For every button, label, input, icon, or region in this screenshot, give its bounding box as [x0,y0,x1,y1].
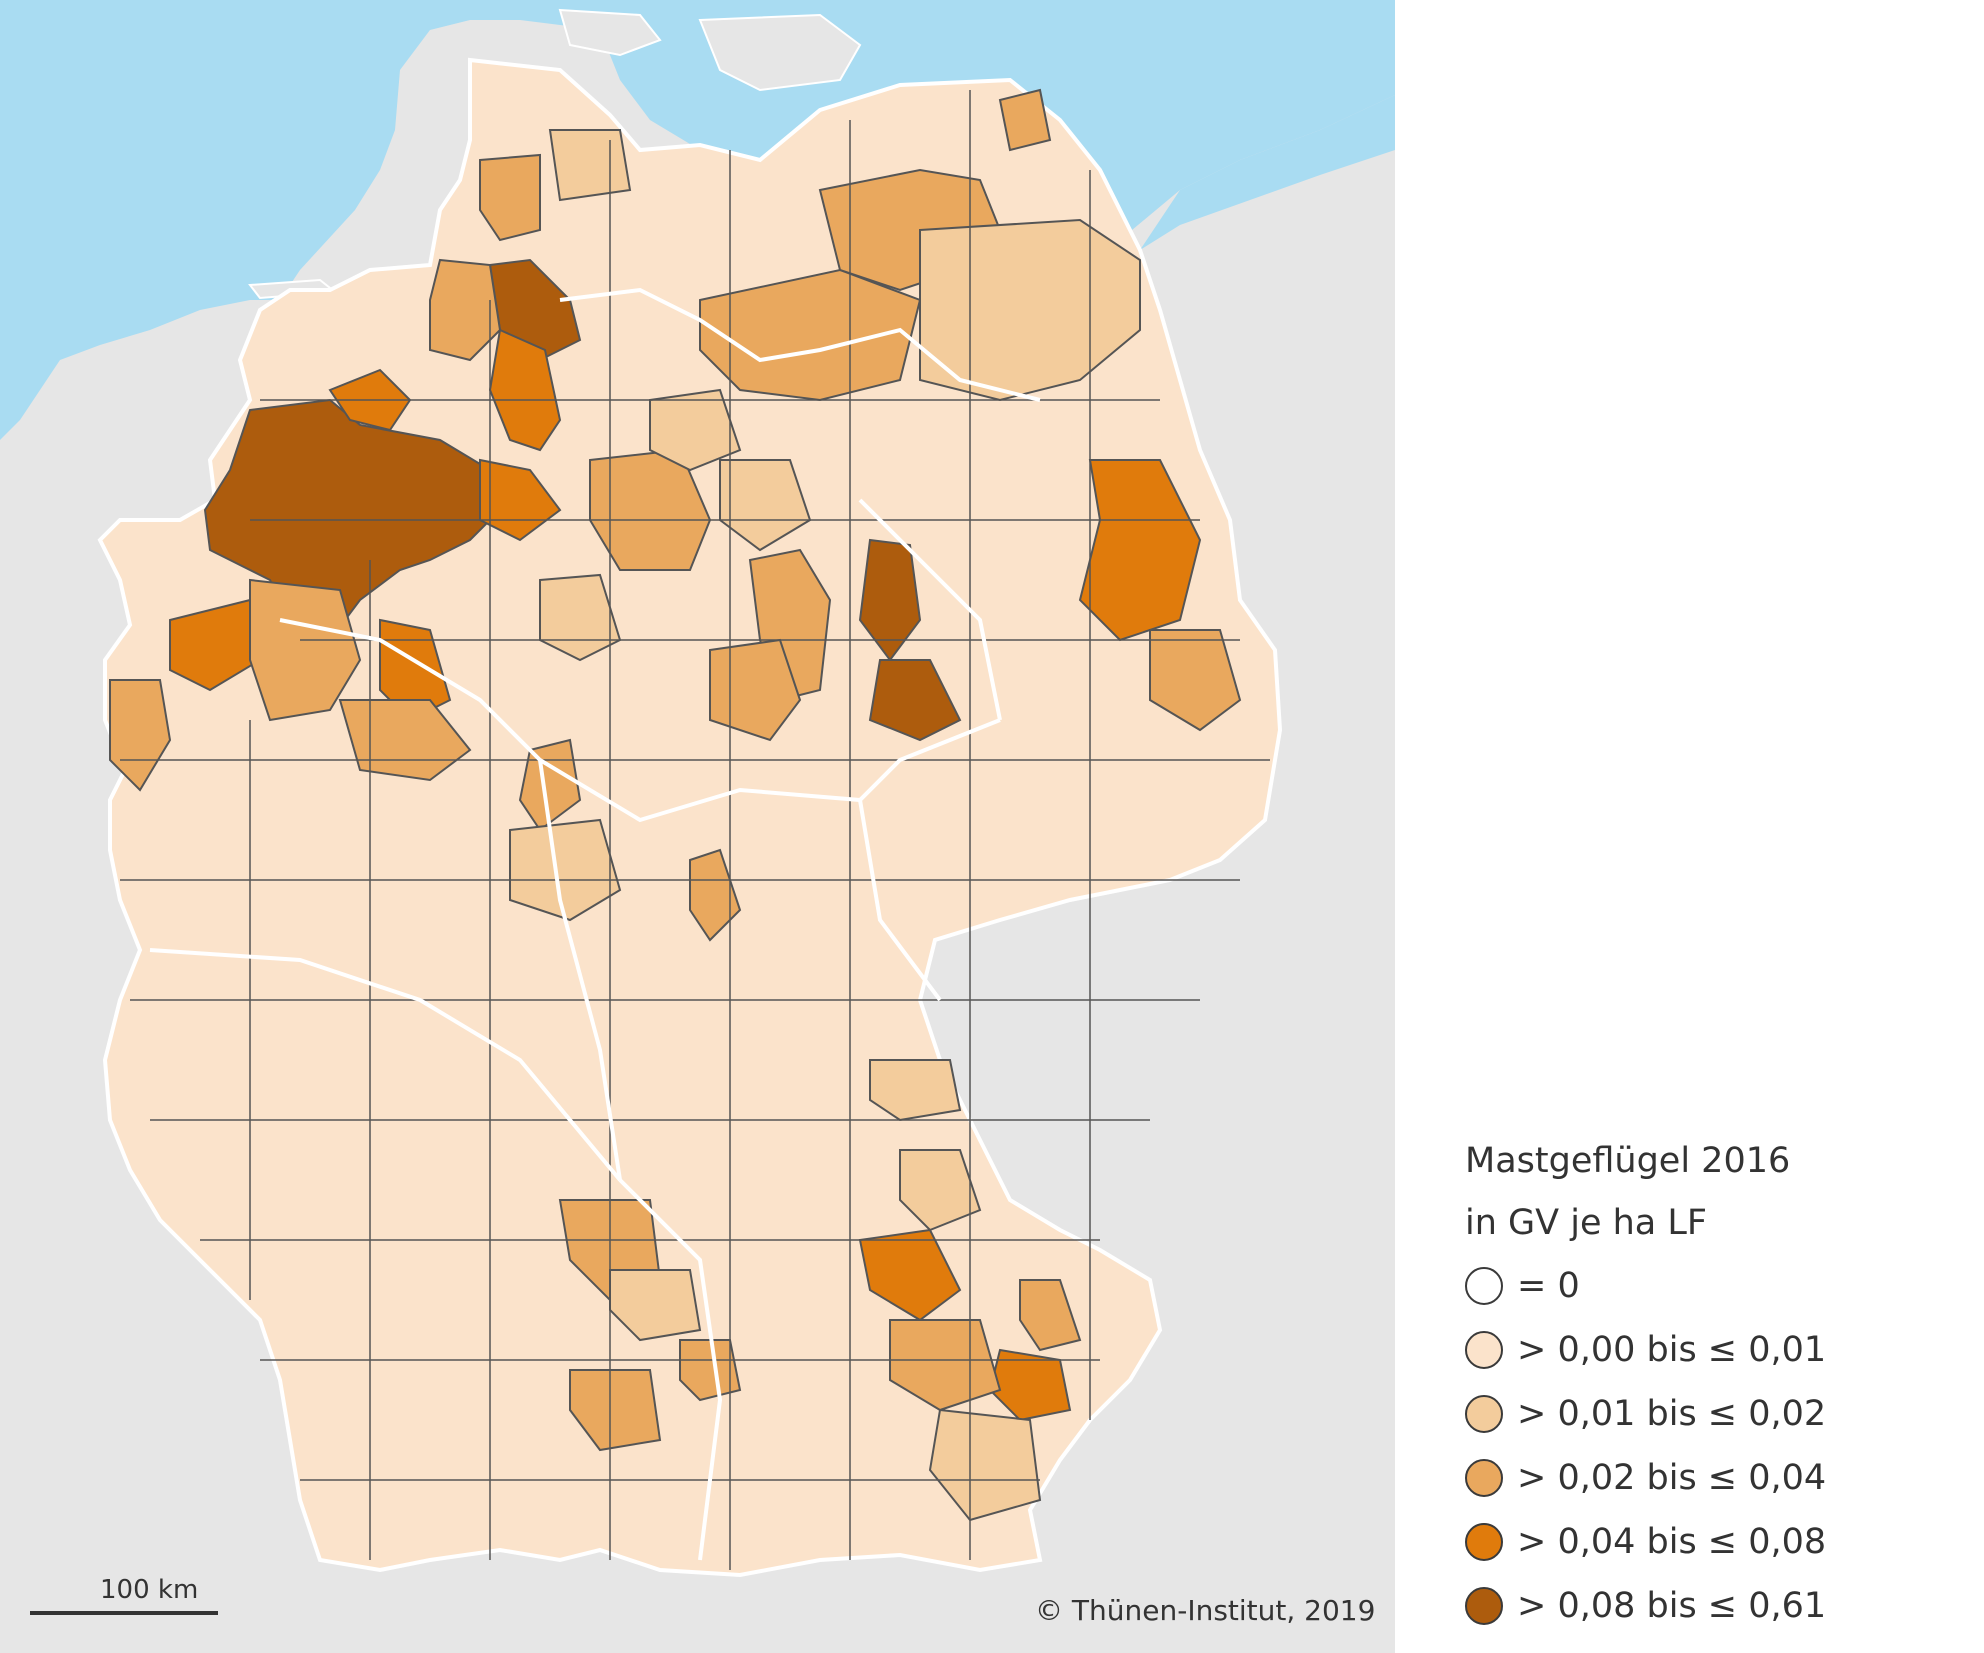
district-oberpfalz [899,1149,982,1232]
district-munster-area [249,578,362,722]
legend-item: > 0,08 bis ≤ 0,61 [1465,1574,1945,1638]
legend: Mastgeflügel 2016 in GV je ha LF = 0 > 0… [1465,1130,1945,1638]
choropleth-map [0,0,1395,1578]
district-wesermarsch [429,258,502,362]
district-thuringia [689,848,742,942]
legend-label: > 0,01 bis ≤ 0,02 [1517,1394,1827,1434]
legend-swatch [1465,1267,1503,1305]
district-neu-ulm [569,1369,662,1452]
legend-title-line2: in GV je ha LF [1465,1203,1707,1243]
legend-label: > 0,04 bis ≤ 0,08 [1517,1522,1827,1562]
district-regensburg [858,1228,962,1322]
legend-item: > 0,00 bis ≤ 0,01 [1465,1318,1945,1382]
district-magdeburg-area [709,638,802,742]
district-ostwestfalen [109,679,172,792]
scale-label: 100 km [100,1575,199,1605]
district-rottal [928,1408,1042,1522]
scale-bar: 100 km [30,1575,220,1615]
legend-label: > 0,00 bis ≤ 0,01 [1517,1330,1827,1370]
district-rugen [998,88,1052,152]
legend-swatch [1465,1523,1503,1561]
district-hameln [539,573,622,662]
map-area: 100 km © Thünen-Institut, 2019 [0,0,1395,1653]
district-schleswig [548,129,632,202]
legend-swatch [1465,1331,1503,1369]
legend-item: = 0 [1465,1254,1945,1318]
district-lausitz [1149,629,1242,732]
district-mecklenburg [919,218,1141,402]
district-fills [109,88,1242,1522]
baltic-coast [1140,95,1395,250]
district-hessen-north [518,738,582,832]
legend-swatch [1465,1587,1503,1625]
district-straubing [1019,1279,1082,1352]
legend-label: > 0,08 bis ≤ 0,61 [1517,1586,1827,1626]
island-frisian-2 [698,13,862,92]
district-borders [120,90,1270,1570]
island-frisian-1 [558,8,662,57]
district-oberpfalz-north [869,1059,962,1122]
district-anhalt [868,659,962,742]
district-nordfriesland [479,153,541,242]
state-borders [149,287,1041,1561]
legend-title-line1: Mastgeflügel 2016 [1465,1141,1791,1181]
legend-item: > 0,04 bis ≤ 0,08 [1465,1510,1945,1574]
legend-item: > 0,01 bis ≤ 0,02 [1465,1382,1945,1446]
scale-line [30,1611,218,1615]
district-borken [169,598,262,692]
legend-label: > 0,02 bis ≤ 0,04 [1517,1458,1827,1498]
legend-item: > 0,02 bis ≤ 0,04 [1465,1446,1945,1510]
district-luneburg [719,459,812,552]
copyright-notice: © Thünen-Institut, 2019 [1035,1594,1376,1627]
legend-swatch [1465,1459,1503,1497]
legend-label: = 0 [1517,1266,1580,1306]
district-uelzen [649,388,742,472]
legend-swatch [1465,1395,1503,1433]
district-hessen-mid [509,818,622,922]
